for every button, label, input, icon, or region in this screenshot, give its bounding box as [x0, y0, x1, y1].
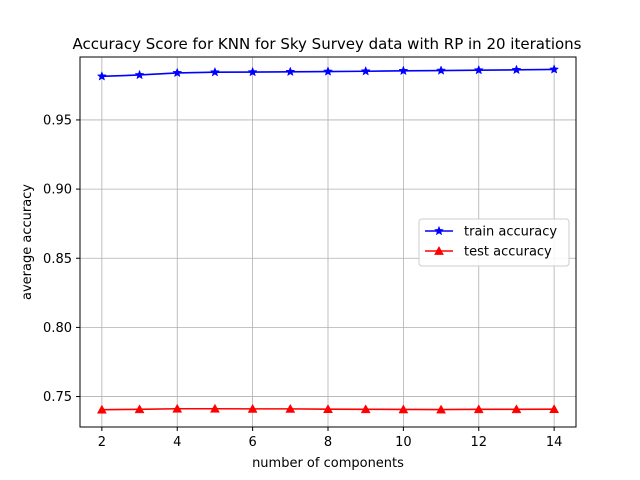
- data-point: [247, 66, 258, 77]
- data-point: [285, 403, 296, 413]
- series-test-accuracy: [96, 403, 560, 414]
- x-tick-label: 6: [248, 435, 256, 450]
- legend-item: test accuracy: [425, 245, 552, 260]
- data-point: [210, 403, 220, 413]
- data-point: [549, 404, 560, 414]
- y-tick-label: 0.95: [43, 113, 72, 128]
- data-point: [436, 65, 447, 75]
- legend-label: test accuracy: [464, 245, 552, 260]
- x-tick-label: 10: [395, 435, 412, 450]
- data-point: [473, 64, 484, 75]
- data-point: [96, 71, 107, 81]
- data-point: [549, 64, 560, 74]
- data-point: [511, 64, 522, 75]
- data-point: [322, 66, 334, 76]
- y-tick-label: 0.80: [43, 321, 72, 336]
- data-point: [360, 404, 371, 414]
- y-tick-label: 0.75: [43, 390, 72, 405]
- data-point: [96, 404, 107, 414]
- data-point: [511, 404, 522, 414]
- axis-ticks: 2 4 6 8 10 12 14 0.75 0.80 0.85 0.90 0.95: [43, 113, 562, 450]
- data-point: [398, 65, 409, 76]
- x-tick-label: 12: [470, 435, 487, 450]
- series-layer: [96, 64, 560, 414]
- series-train-accuracy: [96, 64, 560, 81]
- x-tick-label: 2: [98, 435, 106, 450]
- legend-box: [418, 218, 570, 267]
- data-point: [172, 403, 183, 413]
- chart-title: Accuracy Score for KNN for Sky Survey da…: [73, 35, 582, 53]
- data-point: [134, 404, 145, 414]
- legend-marker: [433, 225, 445, 236]
- y-tick-label: 0.85: [43, 252, 72, 267]
- y-tick-label: 0.90: [43, 183, 72, 198]
- x-tick-label: 4: [173, 435, 181, 450]
- data-point: [360, 65, 371, 76]
- data-point: [247, 403, 258, 413]
- legend-label: train accuracy: [464, 225, 557, 240]
- data-point: [323, 404, 333, 414]
- legend: train accuracy test accuracy: [418, 218, 570, 267]
- y-axis-label: average accuracy: [20, 184, 35, 300]
- x-tick-label: 14: [546, 435, 563, 450]
- data-point: [172, 67, 183, 78]
- data-point: [285, 66, 296, 77]
- legend-marker: [434, 245, 444, 255]
- data-point: [398, 404, 409, 414]
- data-point: [473, 404, 484, 414]
- x-tick-label: 8: [324, 435, 332, 450]
- legend-item: train accuracy: [425, 225, 557, 240]
- data-point: [436, 404, 446, 414]
- x-axis-label: number of components: [252, 456, 404, 471]
- data-point: [134, 69, 145, 80]
- data-point: [209, 66, 220, 77]
